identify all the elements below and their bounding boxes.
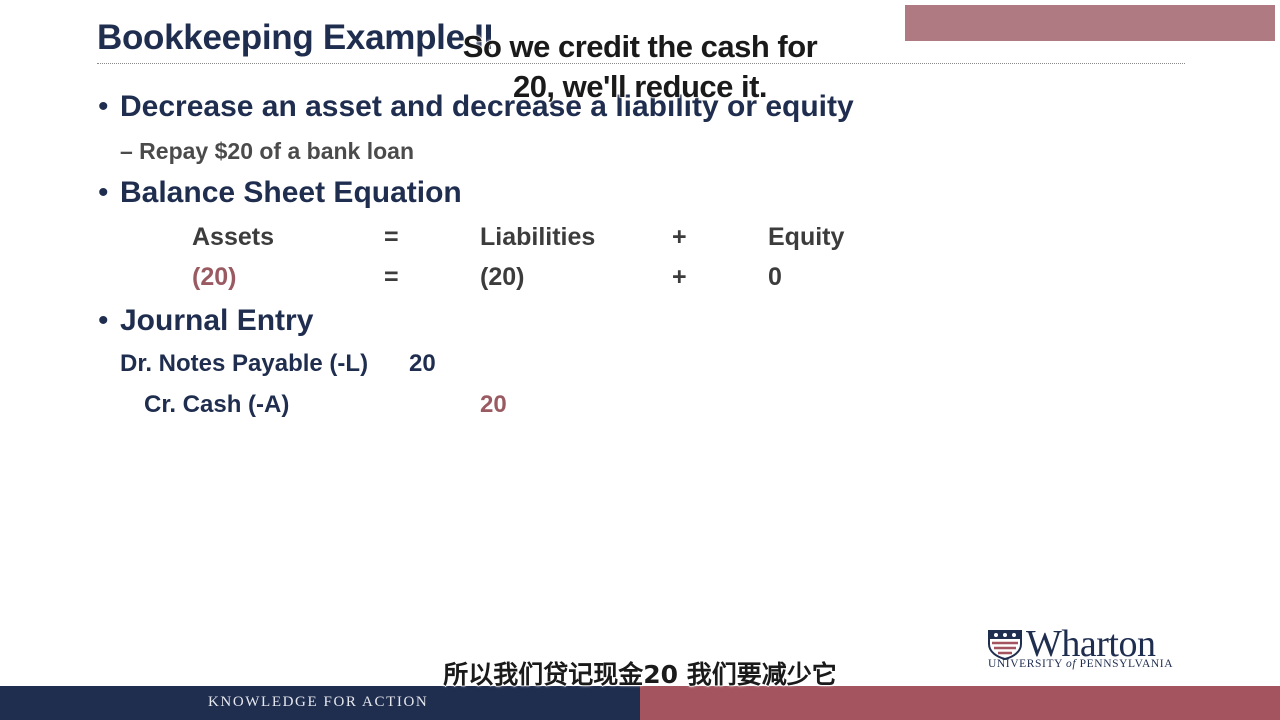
equation-value-plus: +	[672, 263, 687, 291]
equation-value-equals: =	[384, 263, 399, 291]
bullet-text: Decrease an asset and decrease a liabili…	[120, 90, 854, 123]
slide-title: Bookkeeping Example II	[97, 18, 494, 57]
subtitle-english: So we credit the cash for 20, we'll redu…	[420, 27, 860, 107]
bullet-journal-entry: • Journal Entry	[98, 304, 314, 338]
subtitle-english-line-2: 20, we'll reduce it.	[512, 68, 768, 104]
equation-header-equity: Equity	[768, 223, 845, 251]
title-divider	[97, 63, 1185, 64]
subtitle-chinese: 所以我们贷记现金20 我们要减少它	[443, 659, 838, 689]
equation-value-equity: 0	[768, 263, 782, 291]
footer-tagline: KNOWLEDGE FOR ACTION	[208, 694, 429, 710]
logo-wordmark: Wharton	[1026, 623, 1156, 665]
journal-credit-label: Cr. Cash (-A)	[144, 391, 290, 418]
equation-value-assets: (20)	[192, 263, 237, 291]
footer-bar-maroon	[640, 686, 1280, 720]
equation-header-liabilities: Liabilities	[480, 223, 596, 251]
journal-debit-amount: 20	[409, 350, 436, 377]
equation-header-assets: Assets	[192, 223, 274, 251]
bullet-text: Journal Entry	[120, 304, 314, 337]
penn-shield-icon	[988, 630, 1022, 660]
equation-header-plus: +	[672, 223, 687, 251]
sub-bullet-repay-loan: – Repay $20 of a bank loan	[120, 138, 415, 164]
journal-debit-label: Dr. Notes Payable (-L)	[120, 350, 369, 377]
subtitle-english-line-1: So we credit the cash for	[462, 28, 818, 64]
bullet-dot: •	[98, 304, 109, 337]
wharton-logo: Wharton UNIVERSITY of PENNSYLVANIA	[988, 623, 1192, 672]
footer-bar-navy	[0, 686, 640, 720]
bullet-text: Balance Sheet Equation	[120, 176, 462, 209]
corner-accent-block	[905, 5, 1275, 41]
bullet-dot: •	[98, 176, 109, 209]
bullet-decrease-asset: • Decrease an asset and decrease a liabi…	[98, 90, 854, 124]
bullet-dot: •	[98, 90, 109, 123]
logo-university-line: UNIVERSITY of PENNSYLVANIA	[988, 658, 1174, 670]
bullet-balance-sheet-equation: • Balance Sheet Equation	[98, 176, 462, 210]
equation-value-liabilities: (20)	[480, 263, 525, 291]
equation-header-equals: =	[384, 223, 399, 251]
journal-credit-amount: 20	[480, 391, 507, 418]
